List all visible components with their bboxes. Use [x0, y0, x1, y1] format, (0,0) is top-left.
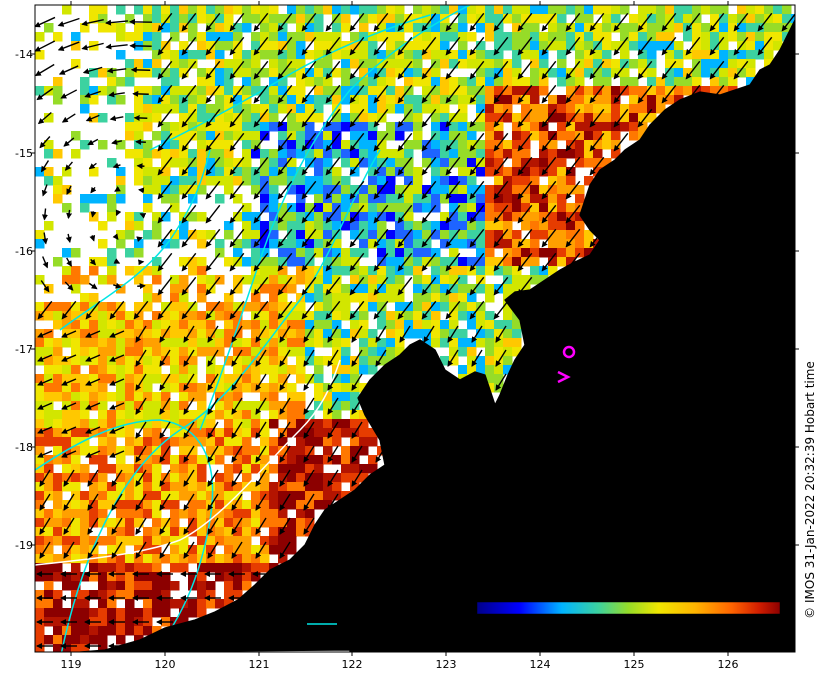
sealevel-contours — [35, 5, 471, 652]
argo-legend-label: Argo 0 — [581, 348, 614, 359]
lat-label-19: -19 — [15, 539, 33, 552]
info-line-3: and velocity for — [663, 272, 742, 283]
colorbar-tick-29: 29 — [611, 621, 624, 632]
drifter-legend-label: drifter — [575, 373, 607, 384]
lon-label-120: 120 — [155, 658, 176, 671]
argo-marker-icon — [562, 345, 576, 359]
colorbar — [476, 601, 781, 615]
info-line-4: 24 Jan 11Z — [663, 284, 717, 295]
map-date: 24-Jan-2022 — [663, 193, 743, 208]
latitude-labels: -14 -15 -16 -17 -18 -19 — [15, 48, 33, 552]
info-block: Altimetric sealevel (0.1m contours) and … — [663, 248, 756, 317]
axis-ticks — [31, 1, 799, 656]
lat-label-17: -17 — [15, 343, 33, 356]
plot-frame — [34, 4, 796, 653]
lon-label-122: 122 — [342, 658, 363, 671]
longitude-labels: 119 120 121 122 123 124 125 126 — [61, 658, 739, 671]
lon-label-123: 123 — [436, 658, 457, 671]
lon-label-125: 125 — [624, 658, 645, 671]
colorbar-ticks — [532, 614, 703, 618]
info-line-5: 0.5m/s (1kt 24h) — [663, 296, 747, 307]
lon-label-121: 121 — [249, 658, 270, 671]
lat-label-14: -14 — [15, 48, 33, 61]
map-time: 11:23Z — [680, 209, 726, 224]
colorbar-tick-30: 30 — [696, 621, 709, 632]
credit-text: © IMOS 31-Jan-2022 20:32:39 Hobart time — [803, 361, 817, 619]
lon-label-119: 119 — [61, 658, 82, 671]
lat-label-18: -18 — [15, 441, 33, 454]
info-line-1: Altimetric sealevel — [663, 248, 756, 259]
depth-scale-200: 200 — [307, 612, 326, 623]
lon-label-126: 126 — [718, 658, 739, 671]
lon-label-124: 124 — [530, 658, 551, 671]
depth-scale-1000: 1000m — [334, 612, 369, 623]
drifter-marker-icon — [557, 370, 571, 384]
colorbar-title: Temperature (°C) NOAA 19 9% ql>=4 — [514, 586, 742, 600]
info-line-2: (0.1m contours) — [663, 260, 743, 271]
colorbar-tick-28: 28 — [527, 621, 540, 632]
lat-label-16: -16 — [15, 245, 33, 258]
lat-label-15: -15 — [15, 147, 33, 160]
velocity-arrows — [35, 12, 795, 649]
